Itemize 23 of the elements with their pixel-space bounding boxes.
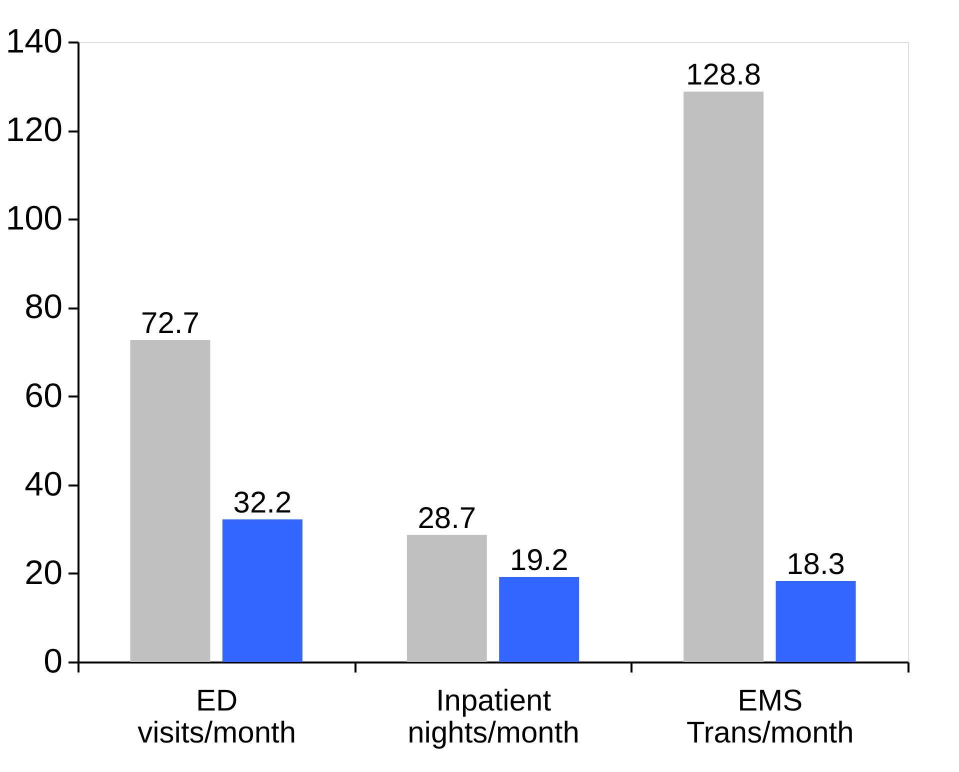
y-tick-label: 100 [6, 200, 62, 238]
y-tick-label: 120 [6, 111, 62, 150]
data-label: 32.2 [233, 486, 292, 520]
data-label: 18.3 [786, 548, 845, 581]
data-label: 128.8 [686, 58, 762, 92]
y-tick-label: 20 [24, 554, 62, 592]
x-tick-label: ED visits/month [138, 684, 296, 750]
y-tick-label: 40 [24, 465, 62, 504]
bar [130, 340, 210, 662]
data-label: 72.7 [141, 307, 200, 340]
bar [499, 576, 580, 662]
data-label: 28.7 [418, 502, 476, 535]
x-tick-label: EMS Trans/month [686, 684, 854, 750]
y-tick-label: 140 [6, 22, 62, 60]
bar [222, 519, 302, 662]
y-tick-label: 0 [44, 642, 62, 680]
bar [776, 580, 856, 662]
data-label: 19.2 [510, 544, 568, 577]
y-tick-label: 80 [24, 288, 62, 326]
bar [684, 92, 764, 662]
x-tick-label: Inpatient nights/month [408, 684, 580, 750]
y-tick-label: 60 [24, 376, 62, 415]
bar [406, 534, 487, 662]
